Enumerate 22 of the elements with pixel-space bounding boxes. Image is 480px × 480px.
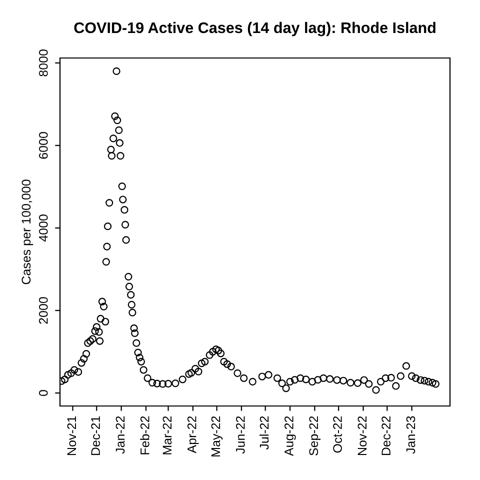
x-tick-label: Jan-22 — [116, 416, 125, 454]
x-tick-label: Mar-22 — [162, 416, 172, 454]
y-tick-label: 6000 — [38, 132, 48, 159]
x-tick-label: Sep-22 — [309, 416, 321, 456]
x-tick-label: Jun-22 — [236, 416, 245, 454]
y-axis-title: Cases per 100,000 — [22, 180, 34, 284]
x-tick-label: Nov-22 — [358, 416, 367, 455]
y-tick-label: 4000 — [38, 214, 48, 242]
x-tick-label: Jul-22 — [260, 416, 269, 450]
y-tick-label: 0 — [38, 390, 48, 396]
x-tick-label: May-22 — [211, 416, 223, 456]
x-tick-label: Feb-22 — [140, 416, 150, 454]
x-tick-label: Oct-22 — [333, 416, 342, 453]
x-tick-label: Nov-21 — [67, 416, 76, 455]
chart-title: COVID-19 Active Cases (14 day lag): Rhode Island — [74, 22, 436, 36]
y-tick-label: 8000 — [38, 50, 48, 76]
x-tick-label: Apr-22 — [187, 416, 199, 454]
x-tick-label: Jan-23 — [406, 416, 416, 454]
x-tick-label: Aug-22 — [284, 416, 296, 456]
x-tick-label: Dec-21 — [91, 416, 100, 455]
x-tick-label: Dec-22 — [382, 416, 390, 455]
y-tick-label: 2000 — [38, 297, 48, 324]
